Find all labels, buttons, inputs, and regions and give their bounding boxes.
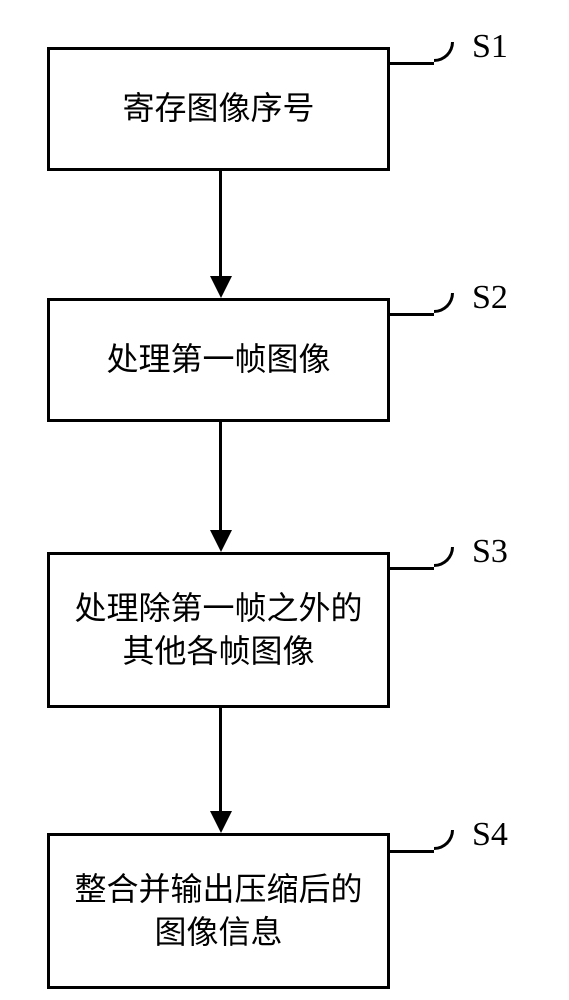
callout-curve-0 [434, 42, 454, 62]
arrow-line-0 [219, 171, 222, 276]
arrow-line-2 [219, 708, 222, 811]
callout-curve-1 [434, 293, 454, 313]
flow-box-s1: 寄存图像序号 [47, 47, 390, 171]
flow-box-s4: 整合并输出压缩后的图像信息 [47, 833, 390, 989]
arrow-head-2 [210, 811, 232, 833]
callout-line-0 [390, 62, 434, 65]
flow-box-s2-text: 处理第一帧图像 [94, 338, 342, 381]
arrow-head-1 [210, 530, 232, 552]
callout-line-2 [390, 567, 434, 570]
flow-box-s2: 处理第一帧图像 [47, 298, 390, 422]
step-label-s2: S2 [472, 279, 508, 317]
flow-box-s1-text: 寄存图像序号 [110, 87, 326, 130]
step-label-s1: S1 [472, 28, 508, 66]
flow-box-s3: 处理除第一帧之外的其他各帧图像 [47, 552, 390, 708]
step-label-s4: S4 [472, 816, 508, 854]
callout-line-1 [390, 313, 434, 316]
callout-line-3 [390, 850, 434, 853]
arrow-head-0 [210, 276, 232, 298]
flowchart-canvas: 寄存图像序号 S1 处理第一帧图像 S2 处理除第一帧之外的其他各帧图像 S3 整合并输出压… [0, 0, 569, 1000]
callout-curve-2 [434, 547, 454, 567]
callout-curve-3 [434, 830, 454, 850]
flow-box-s3-text: 处理除第一帧之外的其他各帧图像 [50, 587, 387, 673]
flow-box-s4-text: 整合并输出压缩后的图像信息 [50, 868, 387, 954]
step-label-s3: S3 [472, 533, 508, 571]
arrow-line-1 [219, 422, 222, 530]
